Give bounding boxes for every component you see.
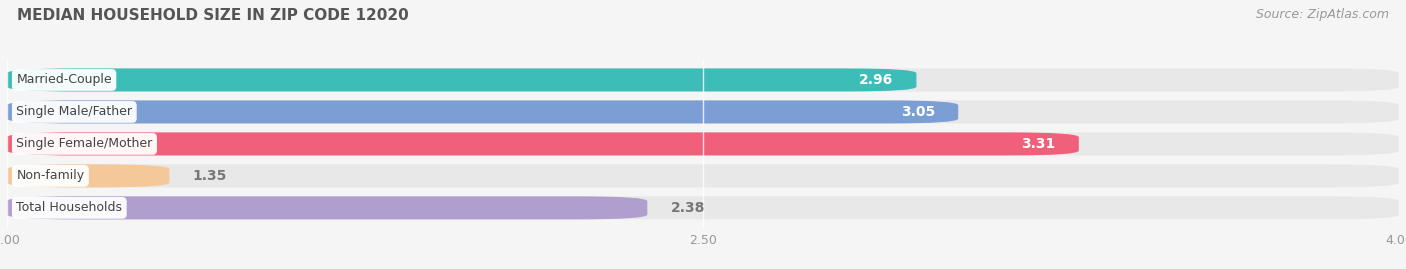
Text: Non-family: Non-family: [17, 169, 84, 182]
FancyBboxPatch shape: [7, 68, 917, 91]
Text: MEDIAN HOUSEHOLD SIZE IN ZIP CODE 12020: MEDIAN HOUSEHOLD SIZE IN ZIP CODE 12020: [17, 8, 409, 23]
FancyBboxPatch shape: [7, 196, 1399, 220]
Text: Single Male/Father: Single Male/Father: [17, 105, 132, 118]
FancyBboxPatch shape: [7, 164, 170, 187]
Text: 3.31: 3.31: [1021, 137, 1056, 151]
FancyBboxPatch shape: [7, 100, 957, 123]
FancyBboxPatch shape: [7, 100, 1399, 123]
Text: Source: ZipAtlas.com: Source: ZipAtlas.com: [1256, 8, 1389, 21]
FancyBboxPatch shape: [7, 132, 1078, 155]
Text: 3.05: 3.05: [901, 105, 935, 119]
FancyBboxPatch shape: [7, 132, 1399, 155]
Text: Total Households: Total Households: [17, 201, 122, 214]
Text: 2.96: 2.96: [859, 73, 893, 87]
Text: Married-Couple: Married-Couple: [17, 73, 112, 86]
Text: 2.38: 2.38: [671, 201, 704, 215]
FancyBboxPatch shape: [7, 164, 1399, 187]
Text: 1.35: 1.35: [193, 169, 226, 183]
Text: Single Female/Mother: Single Female/Mother: [17, 137, 153, 150]
FancyBboxPatch shape: [7, 68, 1399, 91]
FancyBboxPatch shape: [7, 196, 647, 220]
